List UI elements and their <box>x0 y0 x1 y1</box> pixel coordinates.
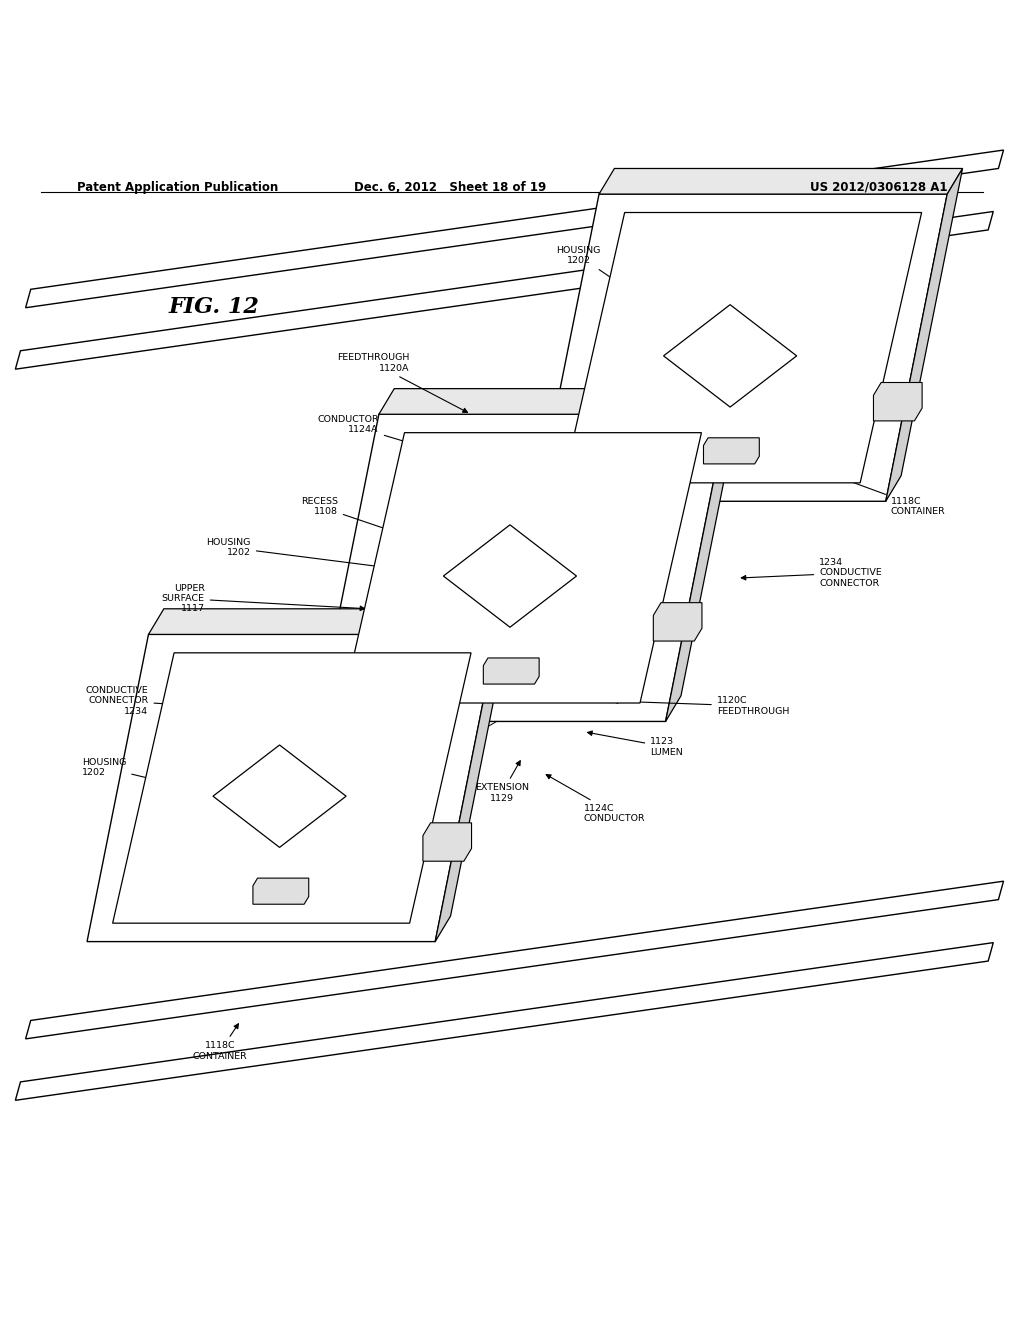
Text: 1120C
FEEDTHROUGH: 1120C FEEDTHROUGH <box>613 697 790 715</box>
Text: US 2012/0306128 A1: US 2012/0306128 A1 <box>810 181 947 194</box>
Polygon shape <box>26 882 1004 1039</box>
Text: FIG. 12: FIG. 12 <box>169 297 260 318</box>
Polygon shape <box>213 744 346 847</box>
Polygon shape <box>379 388 742 414</box>
Polygon shape <box>666 388 742 722</box>
Text: CONTAINER
1116C: CONTAINER 1116C <box>412 812 468 857</box>
Polygon shape <box>253 878 309 904</box>
Polygon shape <box>483 657 539 684</box>
Text: CONDUCTIVE
CONNECTOR
1234: CONDUCTIVE CONNECTOR 1234 <box>86 686 288 715</box>
Polygon shape <box>653 603 702 642</box>
Polygon shape <box>435 609 512 941</box>
Text: RECESS
1108: RECESS 1108 <box>301 496 436 546</box>
Polygon shape <box>538 194 947 502</box>
Text: 1123
LUMEN: 1123 LUMEN <box>588 731 683 756</box>
Text: UPPER
SURFACE
1117: UPPER SURFACE 1117 <box>162 583 365 614</box>
Polygon shape <box>443 525 577 627</box>
Polygon shape <box>873 383 922 421</box>
Polygon shape <box>423 822 471 861</box>
Polygon shape <box>148 609 512 635</box>
Polygon shape <box>664 305 797 407</box>
Text: 1118C
CONTAINER: 1118C CONTAINER <box>839 477 945 516</box>
Text: 1124C
CONDUCTOR: 1124C CONDUCTOR <box>546 775 645 824</box>
Polygon shape <box>87 635 497 941</box>
Polygon shape <box>599 169 963 194</box>
Text: HOUSING
1202: HOUSING 1202 <box>82 758 185 788</box>
Polygon shape <box>343 433 701 704</box>
Polygon shape <box>703 438 759 463</box>
Polygon shape <box>563 213 922 483</box>
Text: HOUSING
1202: HOUSING 1202 <box>556 246 673 319</box>
Text: Dec. 6, 2012   Sheet 18 of 19: Dec. 6, 2012 Sheet 18 of 19 <box>354 181 547 194</box>
Text: CONDUCTOR
1124A: CONDUCTOR 1124A <box>317 414 446 455</box>
Text: FEEDTHROUGH
1120A: FEEDTHROUGH 1120A <box>337 354 468 412</box>
Text: 1234
CONDUCTIVE
CONNECTOR: 1234 CONDUCTIVE CONNECTOR <box>741 558 882 587</box>
Text: HOUSING
1202: HOUSING 1202 <box>207 537 385 569</box>
Text: EXTENSION
1129: EXTENSION 1129 <box>475 760 528 803</box>
Polygon shape <box>15 942 993 1101</box>
Polygon shape <box>15 211 993 370</box>
Polygon shape <box>113 653 471 923</box>
Text: 1118C
CONTAINER: 1118C CONTAINER <box>193 1024 248 1061</box>
Text: Patent Application Publication: Patent Application Publication <box>77 181 279 194</box>
Polygon shape <box>886 169 963 502</box>
Polygon shape <box>317 414 727 722</box>
Polygon shape <box>26 150 1004 308</box>
